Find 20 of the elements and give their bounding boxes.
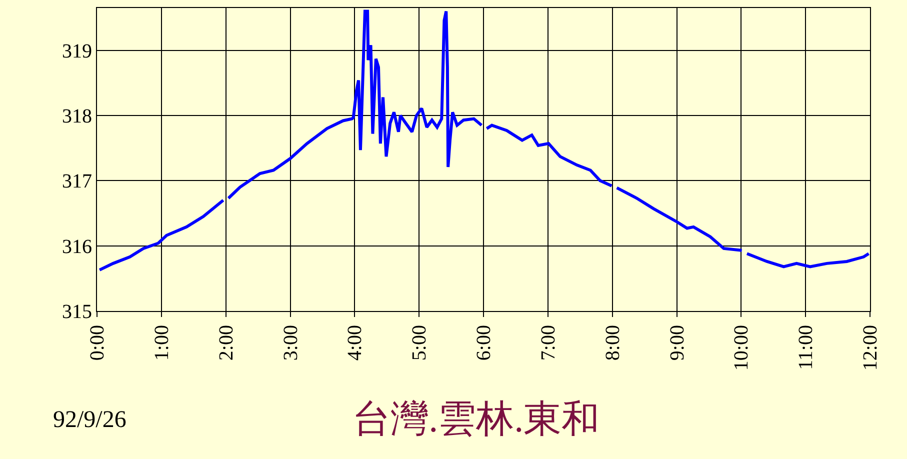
x-tick-label: 8:00 [602,325,624,361]
x-tick-label: 6:00 [473,325,495,361]
y-tick-label: 316 [62,236,92,258]
x-tick-label: 5:00 [408,325,431,361]
x-tick-label: 10:00 [730,325,753,371]
x-tick-label: 1:00 [150,325,173,361]
x-tick-label: 7:00 [537,325,560,361]
y-tick-label: 315 [62,301,92,323]
x-tick-label: 3:00 [280,325,302,361]
x-tick-label: 0:00 [86,325,108,361]
x-tick-label: 9:00 [666,325,688,361]
text: 92/9/26 [53,407,126,433]
text: 台灣.雲林.東和 [352,398,600,440]
x-tick-label: 11:00 [795,325,818,370]
y-tick-label: 318 [62,106,92,128]
x-tick-label: 4:00 [344,325,366,361]
x-tick-label: 2:00 [215,325,238,361]
y-tick-label: 317 [62,170,92,193]
y-tick-label: 319 [62,40,92,62]
x-tick-label: 12:00 [860,325,882,371]
